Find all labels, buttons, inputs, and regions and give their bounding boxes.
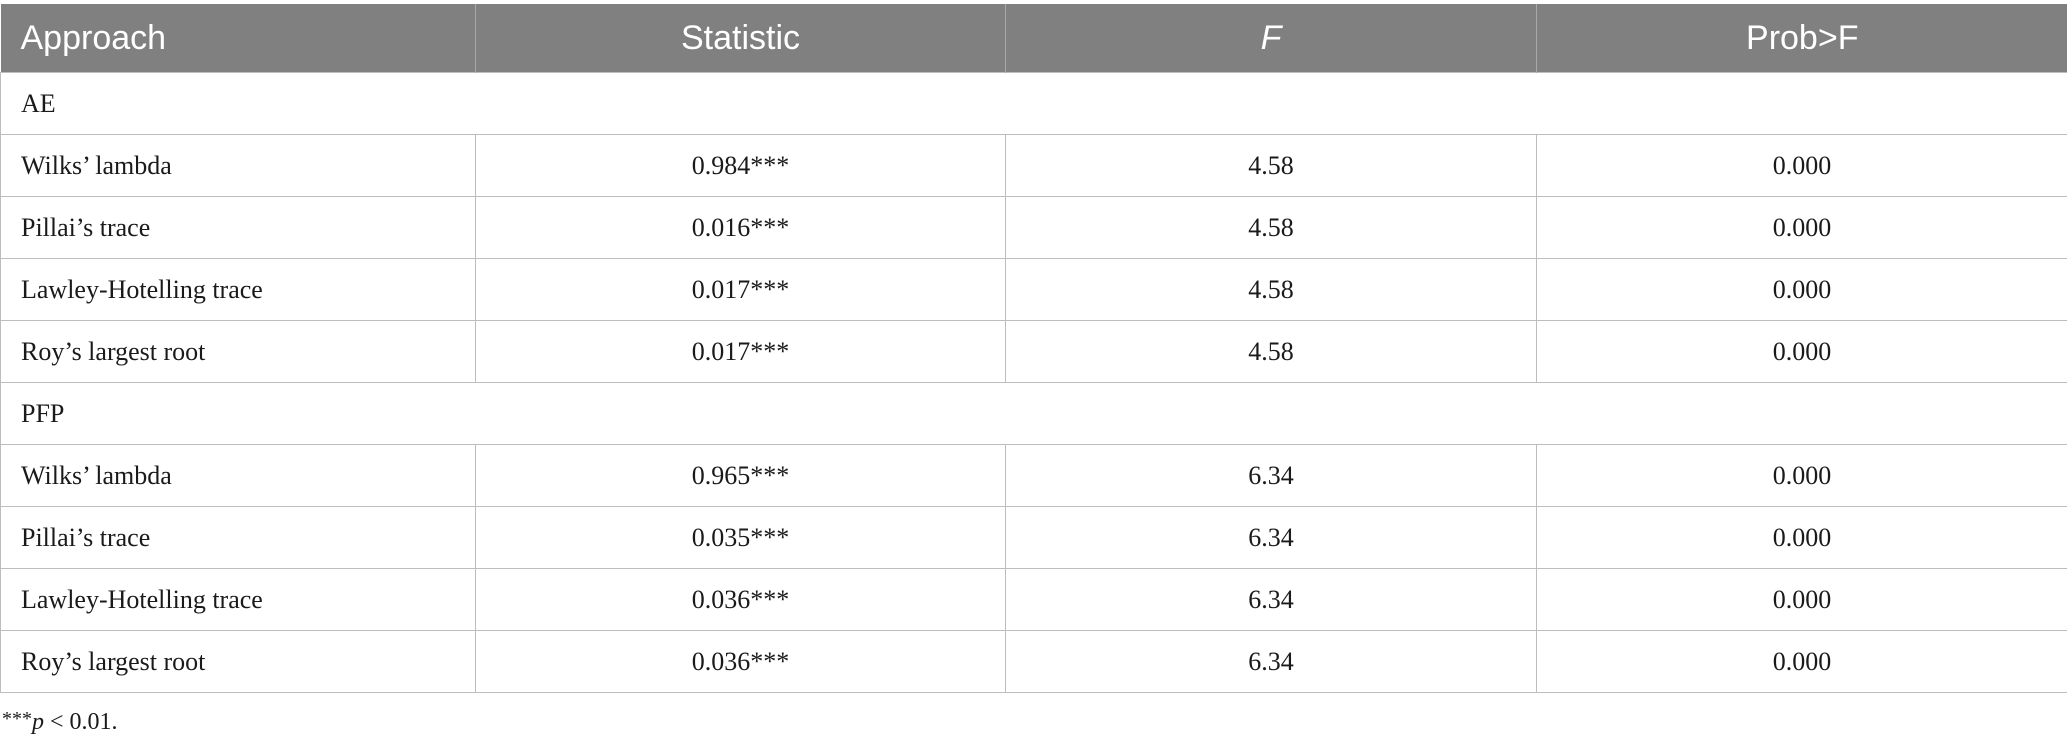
significance-footnote: ***p < 0.01.: [2, 708, 118, 736]
row-f: 6.34: [1005, 630, 1537, 693]
row-statistic: 0.036***: [475, 568, 1006, 631]
row-label: Pillai’s trace: [0, 196, 476, 259]
row-label: Pillai’s trace: [0, 506, 476, 569]
row-statistic: 0.016***: [475, 196, 1006, 259]
table-row: Wilks’ lambda 0.965*** 6.34 0.000: [0, 444, 2067, 507]
footnote-symbol: ***: [2, 708, 32, 730]
header-approach: Approach: [0, 4, 476, 73]
row-label: Wilks’ lambda: [0, 444, 476, 507]
row-statistic: 0.965***: [475, 444, 1006, 507]
row-prob: 0.000: [1536, 134, 2067, 197]
row-label: Lawley-Hotelling trace: [0, 258, 476, 321]
row-f: 4.58: [1005, 196, 1537, 259]
results-table: Approach Statistic F Prob>F AE Wilks’ la…: [0, 4, 2067, 693]
row-statistic: 0.017***: [475, 320, 1006, 383]
row-label: Roy’s largest root: [0, 630, 476, 693]
row-prob: 0.000: [1536, 630, 2067, 693]
row-prob: 0.000: [1536, 258, 2067, 321]
footnote-variable: p: [32, 709, 44, 735]
row-prob: 0.000: [1536, 568, 2067, 631]
row-label: Roy’s largest root: [0, 320, 476, 383]
table-header: Approach Statistic F Prob>F: [0, 4, 2067, 73]
row-label: Wilks’ lambda: [0, 134, 476, 197]
header-statistic: Statistic: [475, 4, 1006, 73]
row-prob: 0.000: [1536, 444, 2067, 507]
group-row-pfp: PFP: [0, 382, 2067, 445]
table-row: Wilks’ lambda 0.984*** 4.58 0.000: [0, 134, 2067, 197]
group-row-ae: AE: [0, 72, 2067, 135]
row-prob: 0.000: [1536, 320, 2067, 383]
row-statistic: 0.036***: [475, 630, 1006, 693]
table-body: AE Wilks’ lambda 0.984*** 4.58 0.000 Pil…: [0, 72, 2067, 693]
group-label: PFP: [0, 382, 2067, 445]
header-prob-f: Prob>F: [1536, 4, 2067, 73]
footnote-text: < 0.01.: [44, 709, 118, 735]
row-label: Lawley-Hotelling trace: [0, 568, 476, 631]
table-row: Roy’s largest root 0.017*** 4.58 0.000: [0, 320, 2067, 383]
table-row: Lawley-Hotelling trace 0.017*** 4.58 0.0…: [0, 258, 2067, 321]
table-row: Lawley-Hotelling trace 0.036*** 6.34 0.0…: [0, 568, 2067, 631]
row-f: 6.34: [1005, 568, 1537, 631]
row-statistic: 0.035***: [475, 506, 1006, 569]
row-f: 6.34: [1005, 444, 1537, 507]
table-row: Pillai’s trace 0.016*** 4.58 0.000: [0, 196, 2067, 259]
header-row: Approach Statistic F Prob>F: [0, 4, 2067, 73]
table-row: Pillai’s trace 0.035*** 6.34 0.000: [0, 506, 2067, 569]
row-f: 4.58: [1005, 134, 1537, 197]
group-label: AE: [0, 72, 2067, 135]
row-prob: 0.000: [1536, 506, 2067, 569]
row-f: 6.34: [1005, 506, 1537, 569]
row-f: 4.58: [1005, 320, 1537, 383]
header-f: F: [1005, 4, 1537, 73]
row-f: 4.58: [1005, 258, 1537, 321]
row-prob: 0.000: [1536, 196, 2067, 259]
row-statistic: 0.017***: [475, 258, 1006, 321]
row-statistic: 0.984***: [475, 134, 1006, 197]
table-row: Roy’s largest root 0.036*** 6.34 0.000: [0, 630, 2067, 693]
results-table-wrapper: Approach Statistic F Prob>F AE Wilks’ la…: [0, 4, 2067, 693]
